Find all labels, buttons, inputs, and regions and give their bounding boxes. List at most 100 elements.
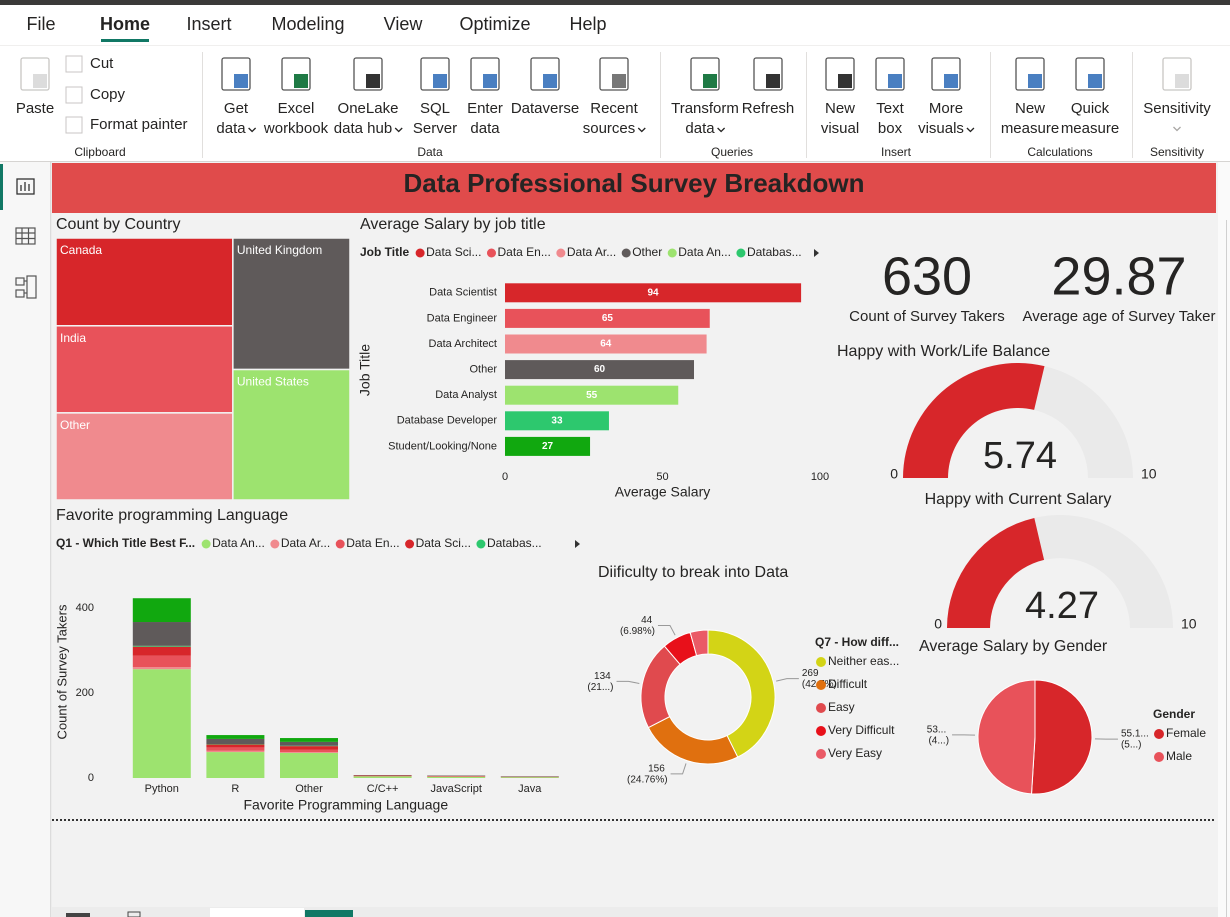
button-label[interactable]: data [685,120,715,137]
button-label[interactable]: Enter [467,100,503,117]
small-button-label[interactable]: Format painter [90,116,188,133]
page-tab[interactable] [210,908,304,917]
button-icon-accent [433,74,447,88]
legend-marker [736,248,746,258]
legend-label: Data Sci... [416,536,471,550]
pie-slice [1030,679,1093,795]
button-label[interactable]: Refresh [742,100,795,117]
legend-scroll-arrow[interactable] [575,540,580,548]
leader-line [616,680,640,684]
legend-label: Databas... [747,245,802,259]
legend-marker [405,539,415,549]
button-label[interactable]: New [1015,100,1045,117]
ribbon-tab[interactable]: Help [569,14,606,34]
button-label[interactable]: Text [876,100,904,117]
chart-title: Average Salary by job title [360,216,546,233]
table-view-icon[interactable] [15,227,36,245]
gauge-min: 0 [890,466,898,482]
dropdown-chevron [966,127,975,133]
button-icon-accent [766,74,780,88]
button-label[interactable]: SQL [420,100,450,117]
ribbon-tab[interactable]: File [26,14,55,34]
x-tick-label: Java [518,783,542,795]
bar-segment [280,749,338,753]
button-icon-accent [944,74,958,88]
button-label[interactable]: New [825,100,855,117]
x-axis-title: Favorite Programming Language [243,797,448,813]
ribbon-group-label: Clipboard [74,145,125,159]
button-label[interactable]: Get [224,100,249,117]
button-label[interactable]: visual [821,120,859,137]
button-label[interactable]: measure [1001,120,1059,137]
pie-slice [977,679,1036,795]
button-label[interactable]: box [878,120,903,137]
dropdown-chevron [637,127,646,133]
bar-segment [132,646,191,656]
small-button-label[interactable]: Copy [90,86,126,103]
button-label[interactable]: data [216,120,246,137]
legend-title: Q7 - How diff... [815,635,899,649]
button-label[interactable]: data [470,120,500,137]
side-pane-edge [1218,162,1230,917]
button-label[interactable]: Server [413,120,457,137]
x-axis-title: Average Salary [615,484,710,500]
legend-label: Data Sci... [426,245,481,259]
legend-title: Job Title [360,245,409,259]
legend-marker [1154,729,1164,739]
legend-marker [816,749,826,759]
ribbon-tab[interactable]: Home [100,14,150,34]
button-label[interactable]: Excel [278,100,315,117]
button-label[interactable]: data hub [334,120,392,137]
button-label[interactable]: More [929,100,963,117]
bar [505,411,609,431]
button-label[interactable]: measure [1061,120,1119,137]
model-view-icon[interactable] [15,275,37,299]
page-tab-add[interactable] [305,910,353,917]
data-label-line: 156 [648,763,667,774]
button-label[interactable]: Sensitivity [1143,100,1211,117]
ribbon-tab[interactable]: Optimize [459,14,530,34]
bar-segment [280,752,338,778]
legend-marker [556,248,566,258]
button-label[interactable]: Quick [1071,100,1110,117]
data-label: 55 [586,390,598,401]
x-tick-label: 100 [811,471,829,483]
data-label: 53... (4...) [927,724,949,746]
category-label: Data Scientist [429,287,497,299]
data-label-line: 55.1... [1121,728,1152,739]
legend-label: Data Ar... [567,245,616,259]
button-label[interactable]: Paste [16,100,54,117]
button-icon-accent [33,74,47,88]
ribbon-tab[interactable]: Insert [186,14,231,34]
button-label[interactable]: Recent [590,100,638,117]
legend-marker [335,539,345,549]
chart-title: Happy with Current Salary [925,491,1112,508]
report-title: Data Professional Survey Breakdown [404,168,865,198]
bar-segment [132,669,191,778]
report-view-icon[interactable] [16,178,35,195]
bar-segment [500,777,559,778]
legend-scroll-arrow[interactable] [814,249,819,257]
page-nav-icon[interactable] [127,911,141,917]
bar [505,334,707,354]
ribbon-tab[interactable]: View [384,14,424,34]
legend-label: Very Easy [828,746,882,760]
button-label[interactable]: Dataverse [511,100,579,117]
legend-marker [621,248,631,258]
button-label[interactable]: visuals [918,120,964,137]
legend-label: Female [1166,726,1206,740]
bar [505,360,694,380]
button-label[interactable]: Transform [671,100,739,117]
bar [505,283,802,303]
bar [505,308,710,328]
button-label[interactable]: sources [583,120,636,137]
small-button-label[interactable]: Cut [90,55,114,72]
legend-title: Q1 - Which Title Best F... [56,536,195,550]
button-label[interactable]: OneLake [338,100,399,117]
legend-label: Data An... [678,245,731,259]
ribbon-tab[interactable]: Modeling [271,14,344,34]
gauge-value: 4.27 [1025,585,1099,627]
button-label[interactable]: workbook [263,120,329,137]
page-nav-icon[interactable] [66,913,90,917]
data-label-line: (6.98%) [620,626,655,637]
